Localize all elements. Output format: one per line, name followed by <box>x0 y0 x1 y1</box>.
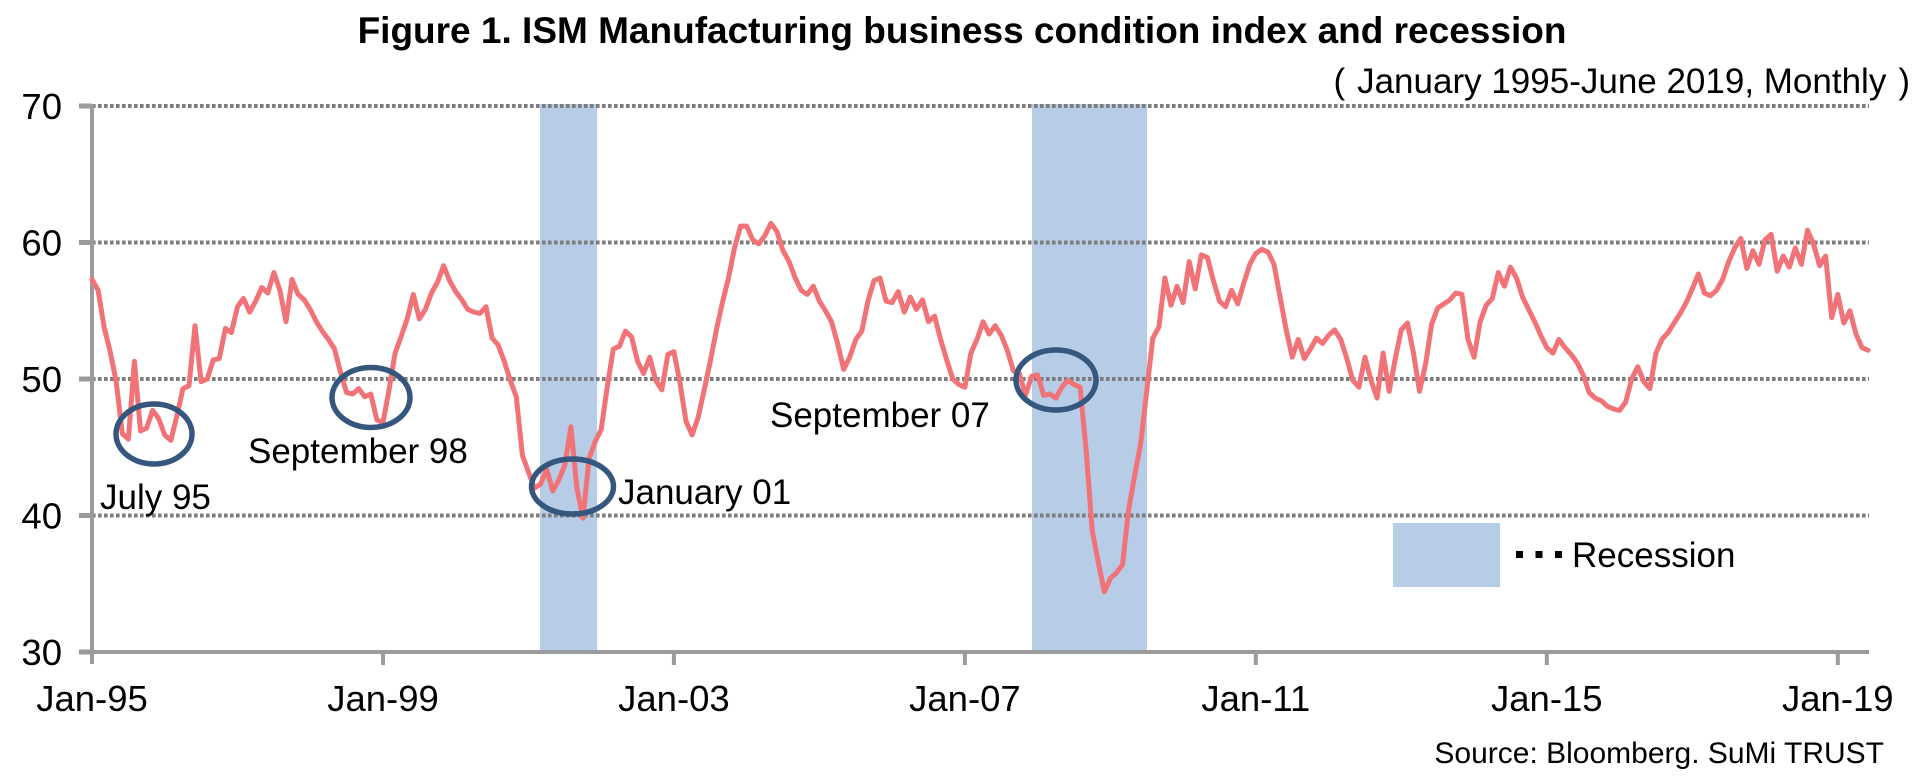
svg-text:September 07: September 07 <box>770 396 990 435</box>
svg-text:January 01: January 01 <box>618 473 791 512</box>
svg-text:Figure 1. ISM Manufacturing bu: Figure 1. ISM Manufacturing business con… <box>358 10 1567 51</box>
svg-text:40: 40 <box>21 496 62 537</box>
svg-text:Jan-19: Jan-19 <box>1782 678 1894 719</box>
svg-text:30: 30 <box>21 632 62 673</box>
svg-text:70: 70 <box>21 86 62 127</box>
svg-text:Jan-15: Jan-15 <box>1491 678 1603 719</box>
svg-text:50: 50 <box>21 359 62 400</box>
svg-text:(January 1995-June 2019, Month: (January 1995-June 2019, Monthly) <box>1333 62 1910 101</box>
svg-text:Source: Bloomberg. SuMi TRUST: Source: Bloomberg. SuMi TRUST <box>1434 737 1884 770</box>
svg-text:September 98: September 98 <box>248 432 468 471</box>
svg-text:Jan-11: Jan-11 <box>1201 678 1310 719</box>
svg-text:July 95: July 95 <box>100 478 211 517</box>
svg-text:Jan-99: Jan-99 <box>327 678 439 719</box>
svg-text:Recession: Recession <box>1572 536 1735 575</box>
svg-text:Jan-07: Jan-07 <box>909 678 1021 719</box>
svg-text:Jan-03: Jan-03 <box>618 678 730 719</box>
svg-text:60: 60 <box>21 223 62 264</box>
svg-text:Jan-95: Jan-95 <box>36 678 148 719</box>
